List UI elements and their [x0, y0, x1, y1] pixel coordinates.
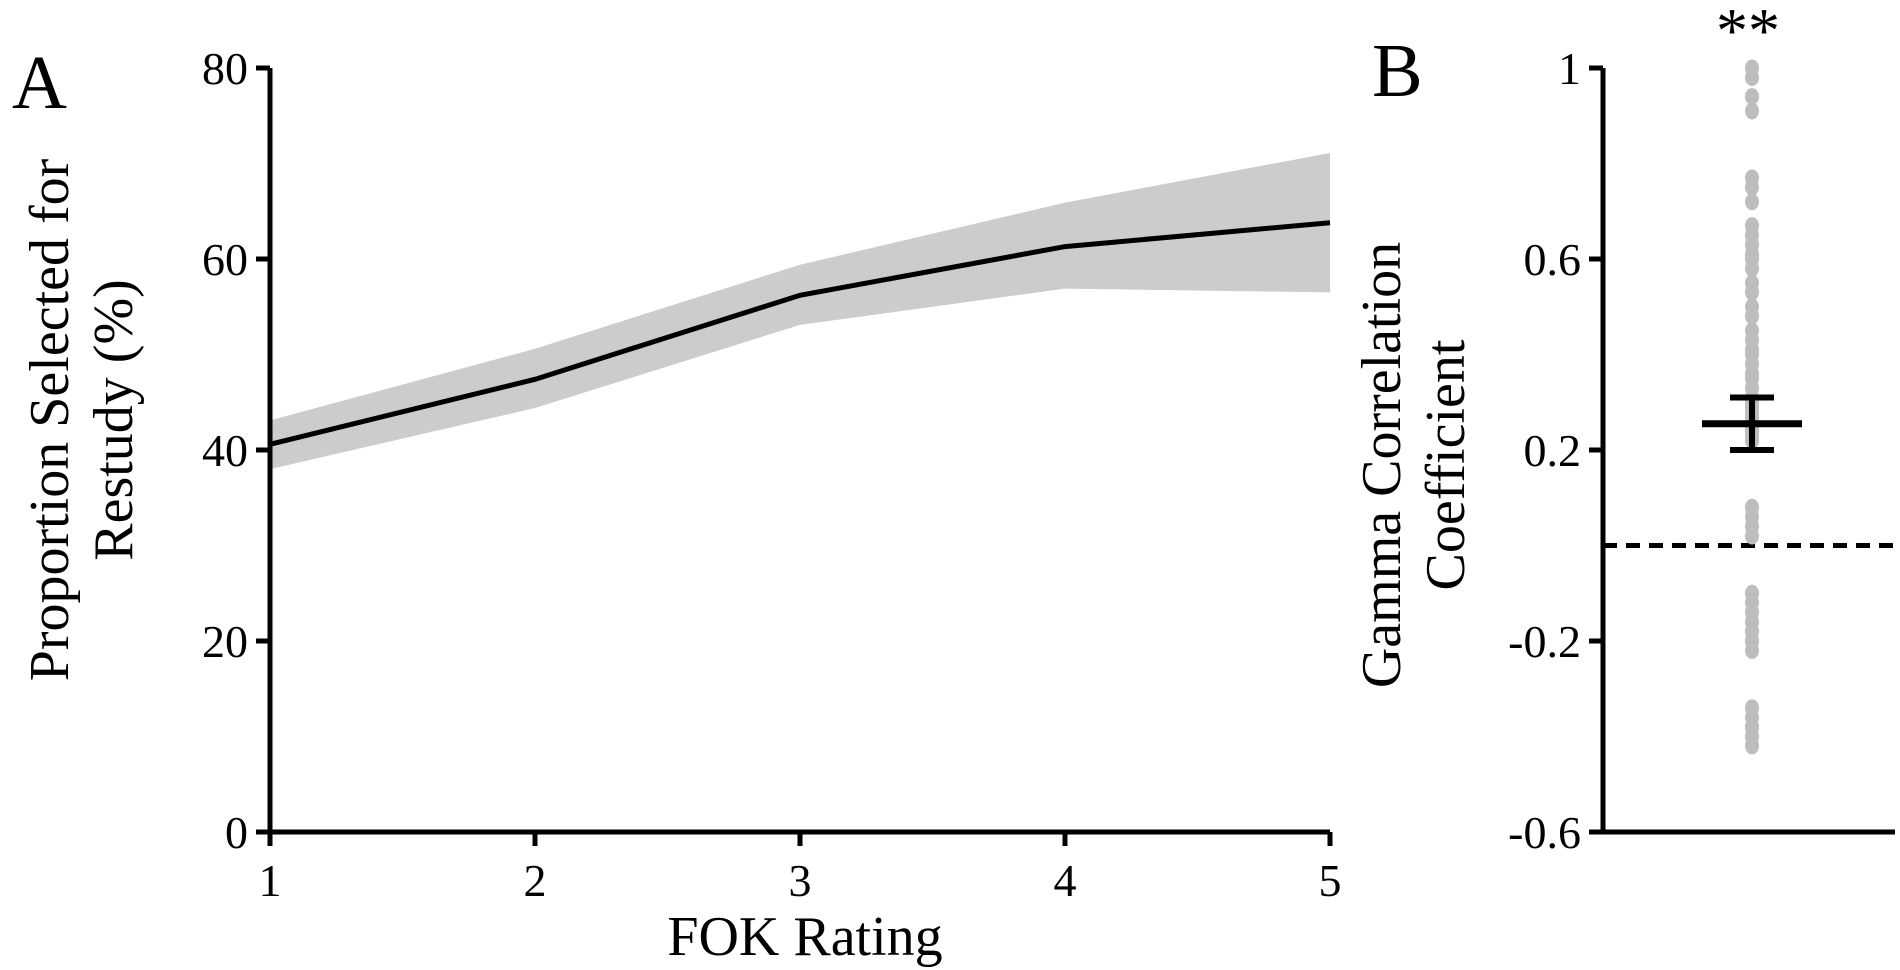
x-tick-label: 2 — [524, 855, 547, 906]
panel-b-y-axis-title: Gamma Correlation Coefficient — [1351, 242, 1477, 688]
y-tick-label: -0.6 — [1508, 807, 1581, 858]
x-tick-label: 3 — [789, 855, 812, 906]
y-tick-label: 80 — [202, 43, 248, 94]
data-point — [1745, 260, 1759, 278]
data-point — [1745, 283, 1759, 301]
panel-a: A 0 20 40 60 80 1 2 3 4 5 FOK Rating Proportion … — [12, 41, 1342, 968]
data-point — [1745, 193, 1759, 211]
panel-a-x-axis-title: FOK Rating — [667, 906, 942, 968]
panel-a-confidence-band — [270, 152, 1330, 470]
series-line — [269, 220, 1331, 447]
panel-b-y-axis-title-line-1: Gamma Correlation — [1351, 242, 1413, 688]
y-tick-label: -0.2 — [1508, 616, 1581, 667]
panel-b: B -0.6 -0.2 0.2 0.6 1 ** Gamma Correlation C… — [1351, 0, 1895, 858]
x-tick-label: 4 — [1054, 855, 1077, 906]
y-tick-label: 1 — [1558, 43, 1581, 94]
confidence-band — [270, 152, 1330, 470]
data-point — [1745, 178, 1759, 196]
panel-b-data-points — [1745, 59, 1759, 755]
data-point — [1745, 642, 1759, 660]
data-point — [1745, 102, 1759, 120]
panel-a-series-line — [269, 220, 1331, 447]
data-point — [1745, 88, 1759, 106]
panel-a-letter: A — [12, 41, 67, 125]
panel-a-y-axis-title-line-1: Proportion Selected for — [19, 158, 81, 681]
x-tick-label: 5 — [1319, 855, 1342, 906]
panel-a-y-ticks: 0 20 40 60 80 — [202, 43, 270, 858]
panel-b-y-axis-title-line-2: Coefficient — [1415, 339, 1477, 590]
data-point — [1745, 307, 1759, 325]
x-tick-label: 1 — [259, 855, 282, 906]
panel-a-x-ticks: 1 2 3 4 5 — [259, 832, 1342, 906]
y-tick-label: 40 — [202, 425, 248, 476]
y-tick-label: 60 — [202, 234, 248, 285]
panel-a-y-axis-title: Proportion Selected for Restudy (%) — [19, 158, 145, 681]
panel-b-mean-error-bar — [1702, 394, 1802, 453]
panel-b-y-ticks: -0.6 -0.2 0.2 0.6 1 — [1508, 43, 1603, 858]
data-point — [1745, 737, 1759, 755]
panel-b-significance-stars: ** — [1716, 0, 1780, 66]
panel-a-y-axis-title-line-2: Restudy (%) — [83, 279, 145, 561]
y-tick-label: 0 — [225, 807, 248, 858]
y-tick-label: 20 — [202, 616, 248, 667]
data-point — [1745, 69, 1759, 87]
data-point — [1745, 527, 1759, 545]
y-tick-label: 0.2 — [1524, 425, 1582, 476]
y-tick-label: 0.6 — [1524, 234, 1582, 285]
panel-b-letter: B — [1372, 29, 1423, 113]
